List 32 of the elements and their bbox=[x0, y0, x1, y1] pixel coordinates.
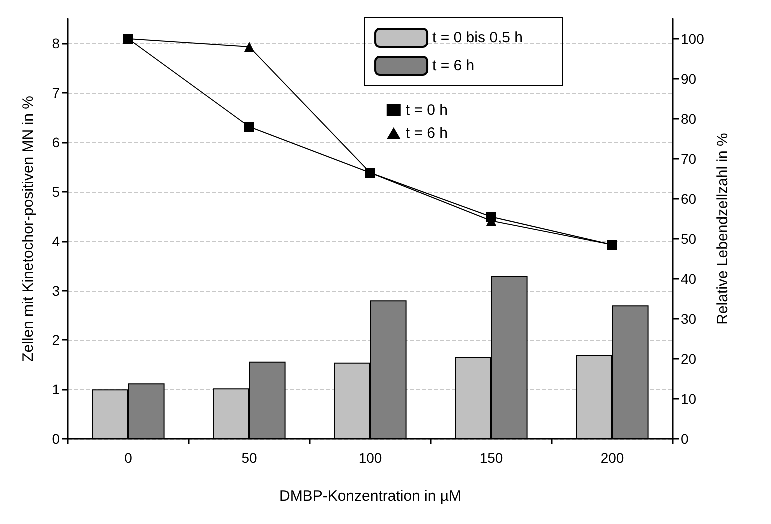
x-tick-label: 150 bbox=[480, 450, 504, 466]
y2-tick-label: 30 bbox=[681, 311, 697, 327]
y-tick-label: 4 bbox=[52, 233, 60, 250]
y2-tick-label: 10 bbox=[681, 391, 697, 407]
x-tick-label: 50 bbox=[242, 450, 258, 466]
x-tick-label: 100 bbox=[358, 450, 382, 466]
y-tick-label: 6 bbox=[52, 134, 60, 151]
y2-axis-title: Relative Lebendzellzahl in % bbox=[714, 133, 732, 325]
y2-tick-label: 80 bbox=[681, 111, 697, 127]
legend-label: t = 6 h bbox=[406, 125, 448, 142]
y2-tick-label: 60 bbox=[681, 191, 697, 207]
y-tick-label: 1 bbox=[52, 382, 60, 398]
y2-tick-label: 0 bbox=[681, 431, 689, 447]
y2-tick-label: 70 bbox=[681, 151, 697, 167]
y-tick-label: 8 bbox=[52, 36, 60, 52]
y2-tick-label: 40 bbox=[681, 271, 697, 287]
y-axis-title: Zellen mit Kinetochor-positiven MN in % bbox=[20, 96, 37, 362]
y-tick-label: 7 bbox=[52, 85, 60, 102]
x-tick-label: 0 bbox=[124, 450, 133, 466]
y-tick-label: 5 bbox=[52, 184, 60, 200]
legend-label: t = 0 h bbox=[406, 102, 448, 119]
y-tick-label: 2 bbox=[52, 332, 60, 348]
y2-tick-label: 50 bbox=[681, 231, 697, 247]
legend-label: t = 0 bis 0,5 h bbox=[432, 30, 524, 46]
y2-tick-label: 90 bbox=[681, 71, 697, 87]
y-tick-label: 0 bbox=[52, 431, 60, 447]
y2-tick-label: 20 bbox=[681, 351, 697, 367]
y-tick-label: 3 bbox=[52, 282, 60, 299]
x-axis-title: DMBP-Konzentration in µM bbox=[279, 488, 462, 505]
x-tick-label: 200 bbox=[600, 450, 624, 466]
legend-label: t = 6 h bbox=[432, 58, 475, 74]
y2-tick-label: 100 bbox=[681, 31, 705, 47]
